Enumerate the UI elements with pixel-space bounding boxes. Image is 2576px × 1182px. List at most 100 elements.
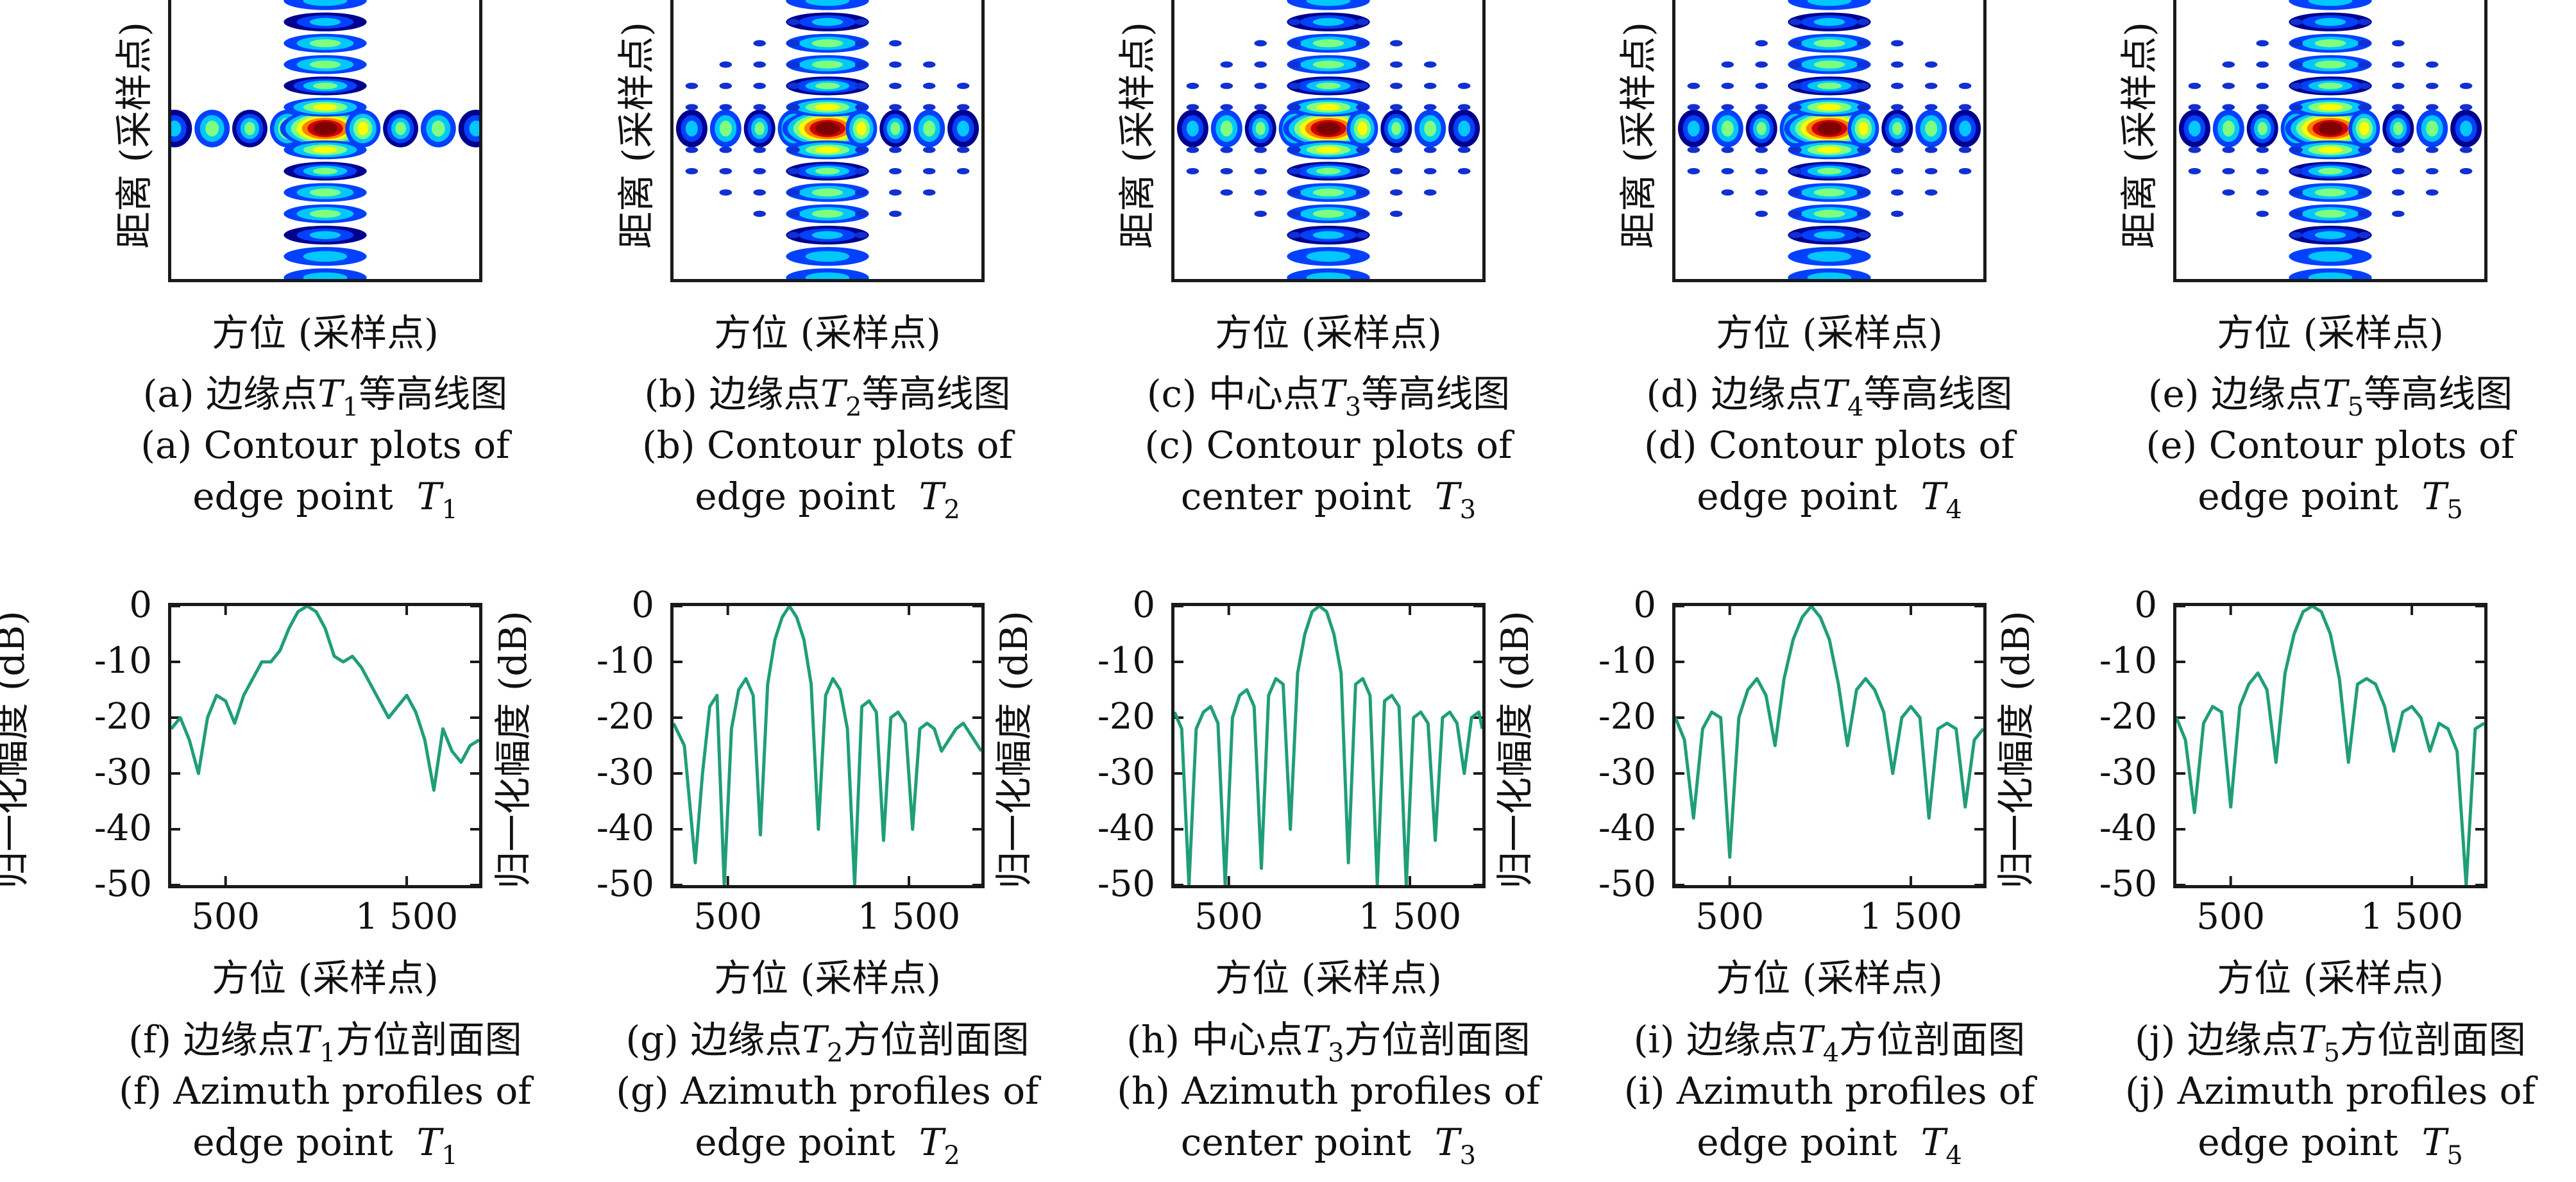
caption-cn-head: (a) 边缘点 — [142, 372, 318, 416]
contour-sidelobe — [1457, 83, 1471, 89]
contour-sidelobe — [1423, 83, 1437, 89]
contour-sidelobe — [685, 146, 699, 153]
contour-sidelobe — [719, 61, 733, 68]
contour-lobe — [469, 121, 479, 137]
contour-lobe — [303, 251, 348, 262]
caption-cn: (j) 边缘点T5方位剖面图 — [1945, 1013, 2576, 1079]
contour-sidelobe — [855, 61, 868, 68]
contour-svg — [1677, 0, 1981, 279]
contour-lobe — [1424, 121, 1437, 137]
x-tick-label: 500 — [2196, 896, 2266, 938]
contour-lobe — [811, 210, 843, 218]
contour-lobe — [1817, 167, 1842, 174]
contour-sidelobe — [2392, 189, 2405, 196]
contour-lobe — [1312, 18, 1344, 26]
contour-sidelobe — [855, 210, 868, 217]
caption-en-line1: (d) Contour plots of — [1644, 423, 2015, 467]
caption-cn-head: (i) 边缘点 — [1633, 1018, 1799, 1061]
contour-lobe — [312, 146, 338, 153]
caption-en-line1: (f) Azimuth profiles of — [119, 1069, 532, 1113]
contour-sidelobe — [1220, 189, 1233, 196]
caption-en-head: center point — [1180, 1120, 1412, 1164]
contour-sidelobe — [1789, 104, 1802, 111]
contour-sidelobe — [1924, 61, 1938, 68]
profile-line-series — [1174, 606, 1482, 885]
profile-line-series — [171, 606, 479, 792]
caption-en-subscript: 1 — [441, 495, 458, 525]
contour-sidelobe — [1789, 167, 1802, 174]
x-axis-label: 方位 (采样点) — [714, 311, 941, 355]
caption-cn-tail: 方位剖面图 — [1344, 1018, 1530, 1061]
contour-lobe — [312, 167, 338, 174]
contour-sidelobe — [2188, 104, 2201, 111]
contour-sidelobe — [1254, 40, 1267, 47]
contour-sidelobe — [1254, 167, 1267, 174]
contour-sidelobe — [719, 146, 733, 153]
contour-lobe — [1357, 122, 1368, 135]
contour-sidelobe — [1789, 83, 1802, 89]
caption-cn-subscript: 2 — [845, 393, 862, 422]
caption-en-head: edge point — [2198, 1120, 2398, 1164]
contour-sidelobe — [2290, 146, 2303, 153]
caption-cn-subscript: 3 — [1328, 1038, 1344, 1068]
contour-lobe — [890, 122, 901, 135]
contour-sidelobe — [787, 210, 800, 217]
contour-lobe — [815, 167, 840, 174]
contour-lobe — [811, 231, 843, 239]
contour-sidelobe — [2358, 167, 2371, 174]
contour-lobe — [1813, 18, 1845, 26]
caption-cn-subscript: 5 — [2347, 393, 2364, 422]
contour-lobe — [1321, 124, 1335, 133]
caption-en-line1: (j) Azimuth profiles of — [2124, 1069, 2536, 1113]
contour-svg — [171, 0, 479, 279]
contour-sidelobe — [719, 83, 733, 89]
contour-sidelobe — [2425, 167, 2439, 174]
caption-cn-tail: 方位剖面图 — [843, 1018, 1030, 1061]
contour-sidelobe — [1390, 40, 1403, 47]
caption-cn-subscript: 3 — [1344, 393, 1362, 422]
contour-plot-area — [1672, 0, 1987, 282]
contour-lobe — [2188, 121, 2201, 137]
caption-cn: (e) 边缘点T5等高线图 — [1945, 367, 2576, 434]
contour-sidelobe — [1423, 104, 1437, 111]
contour-lobe — [309, 231, 341, 239]
contour-sidelobe — [1288, 189, 1301, 196]
caption-cn-subscript: 1 — [342, 393, 359, 422]
contour-sidelobe — [1891, 61, 1904, 68]
contour-lobe — [805, 0, 850, 6]
y-tick-label: 0 — [2134, 584, 2157, 626]
contour-sidelobe — [2358, 104, 2371, 111]
y-tick-label: 0 — [129, 584, 152, 626]
contour-sidelobe — [1857, 146, 1870, 153]
caption-en-line1: (h) Azimuth profiles of — [1117, 1069, 1540, 1113]
y-tick-label: -40 — [596, 807, 654, 849]
caption-cn-tail: 方位剖面图 — [1839, 1018, 2026, 1061]
contour-sidelobe — [2188, 83, 2201, 89]
contour-sidelobe — [1390, 167, 1403, 174]
contour-lobe — [1458, 121, 1471, 137]
contour-sidelobe — [1356, 232, 1369, 239]
contour-sidelobe — [889, 83, 902, 89]
contour-sidelobe — [2392, 40, 2405, 47]
contour-sidelobe — [1687, 146, 1700, 153]
y-tick-label: -20 — [94, 696, 152, 738]
contour-sidelobe — [1789, 232, 1802, 239]
contour-sidelobe — [855, 232, 868, 239]
caption-en-symbol: T — [1434, 475, 1460, 518]
caption-cn-head: (c) 中心点 — [1146, 372, 1321, 416]
contour-lobe — [719, 121, 732, 137]
contour-sidelobe — [753, 146, 766, 153]
contour-sidelobe — [787, 104, 800, 111]
contour-sidelobe — [787, 167, 800, 174]
contour-sidelobe — [1423, 146, 1437, 153]
contour-sidelobe — [2358, 19, 2371, 26]
contour-lobe — [2314, 39, 2346, 47]
contour-lobe — [957, 121, 970, 137]
contour-sidelobe — [1891, 104, 1904, 111]
caption-en-subscript: 5 — [2446, 1141, 2463, 1170]
caption-en-line2: edge point T2 — [443, 1116, 1212, 1182]
contour-sidelobe — [1958, 146, 1972, 153]
x-tick-label: 1 500 — [2360, 896, 2464, 938]
contour-lobe — [923, 121, 936, 137]
contour-sidelobe — [2256, 189, 2269, 196]
